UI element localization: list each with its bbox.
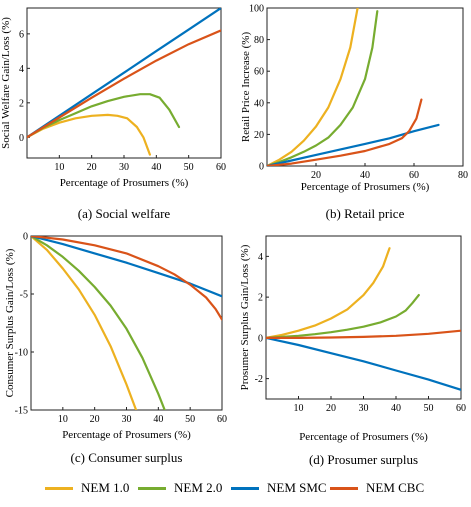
series-line-nem-1-0 [266,247,391,339]
y-axis-label: Consumer Surplus Gain/Loss (%) [4,248,16,397]
x-axis-label: Percentage of Prosumers (%) [299,431,428,443]
x-tick-label: 20 [326,403,336,414]
y-tick-label: 100 [249,4,264,15]
y-axis-label: Social Welfare Gain/Loss (%) [0,17,12,149]
series-line-nem-cbc [27,29,221,139]
x-tick-label: 20 [87,162,97,173]
legend-item-nem-2-0: NEM 2.0 [138,478,222,498]
series-line-nem-smc [27,8,221,139]
y-tick-label: 20 [254,130,264,141]
x-tick-label: 40 [391,403,401,414]
legend-swatch-nem-smc [231,486,259,490]
y-tick-label: 0 [258,333,263,344]
y-tick-label: 60 [254,67,264,78]
x-tick-label: 30 [122,414,132,425]
legend-label-nem-2-0: NEM 2.0 [174,480,223,495]
series-group [267,8,440,166]
y-tick-label: 40 [254,98,264,109]
y-tick-label: 2 [258,293,263,304]
series-line-nem-2-0 [266,294,420,339]
x-tick-label: 40 [153,414,163,425]
x-tick-label: 60 [409,170,419,181]
y-tick-label: 4 [258,252,263,263]
panel-caption: (d) Prosumer surplus [309,452,418,467]
plot-frame [266,7,464,167]
plot-frame [26,7,222,159]
plot-frame [265,235,462,400]
y-tick-label: 4 [19,64,24,75]
panel-1: 10 20 30 40 50 60 0 2 4 6 Percentage of Prosumers … [0,7,226,221]
x-tick-label: 10 [58,414,68,425]
x-axis-label: Percentage of Prosumers (%) [301,181,430,193]
y-tick-label: -5 [20,290,28,301]
legend-label-nem-smc: NEM SMC [267,480,327,495]
y-axis-label: Retail Price Increase (%) [240,32,252,143]
series-line-nem-cbc [267,98,423,166]
x-tick-label: 80 [458,170,468,181]
legend: NEM 1.0 NEM 2.0 NEM SMC NEM CBC [0,478,471,500]
panel-caption: (c) Consumer surplus [71,450,183,465]
x-tick-label: 60 [217,414,227,425]
legend-label-nem-cbc: NEM CBC [366,480,425,495]
y-tick-label: 0 [19,133,24,144]
series-line-nem-2-0 [31,236,166,410]
x-tick-label: 50 [184,162,194,173]
x-tick-label: 40 [360,170,370,181]
y-tick-label: -10 [15,348,28,359]
series-group [27,8,221,156]
series-group [266,247,461,391]
legend-item-nem-cbc: NEM CBC [330,478,424,498]
x-tick-label: 10 [294,403,304,414]
legend-item-nem-smc: NEM SMC [231,478,327,498]
x-tick-label: 40 [151,162,161,173]
series-line-nem-1-0 [267,8,359,166]
y-tick-label: -15 [15,406,28,417]
y-tick-label: 80 [254,35,264,46]
x-tick-label: 30 [359,403,369,414]
x-axis-label: Percentage of Prosumers (%) [60,177,189,189]
panel-caption: (b) Retail price [326,206,405,221]
legend-swatch-nem-2-0 [138,486,166,490]
y-tick-label: 2 [19,98,24,109]
series-group [31,236,222,410]
legend-swatch-nem-cbc [330,486,358,490]
x-tick-label: 20 [311,170,321,181]
x-tick-label: 50 [424,403,434,414]
x-tick-label: 50 [185,414,195,425]
panel-3: 10 20 30 40 50 60 0 -5 -10 -15 Percentage of Prosu… [4,232,227,466]
panel-2: 20 40 60 80 0 20 40 60 80 100 Percentage of Prosum… [240,4,468,222]
series-line-nem-1-0 [27,113,151,156]
x-axis-label: Percentage of Prosumers (%) [62,429,191,441]
series-line-nem-cbc [266,329,461,339]
x-tick-label: 30 [119,162,129,173]
legend-item-nem-1-0: NEM 1.0 [45,478,129,498]
series-line-nem-cbc [31,236,222,321]
series-line-nem-smc [267,123,440,166]
y-tick-label: 0 [23,232,28,243]
x-tick-label: 60 [216,162,226,173]
panel-caption: (a) Social welfare [78,206,171,221]
y-axis-label: Prosumer Surplus Gain/Loss (%) [239,244,251,390]
legend-label-nem-1-0: NEM 1.0 [81,480,130,495]
y-tick-label: 6 [19,29,24,40]
x-tick-label: 60 [456,403,466,414]
legend-swatch-nem-1-0 [45,486,73,490]
x-tick-label: 10 [54,162,64,173]
y-tick-label: -2 [255,374,263,385]
series-line-nem-2-0 [27,93,181,139]
series-line-nem-smc [266,336,461,391]
series-line-nem-1-0 [31,236,138,410]
x-tick-label: 20 [90,414,100,425]
y-tick-label: 0 [259,162,264,173]
series-line-nem-2-0 [267,10,379,166]
